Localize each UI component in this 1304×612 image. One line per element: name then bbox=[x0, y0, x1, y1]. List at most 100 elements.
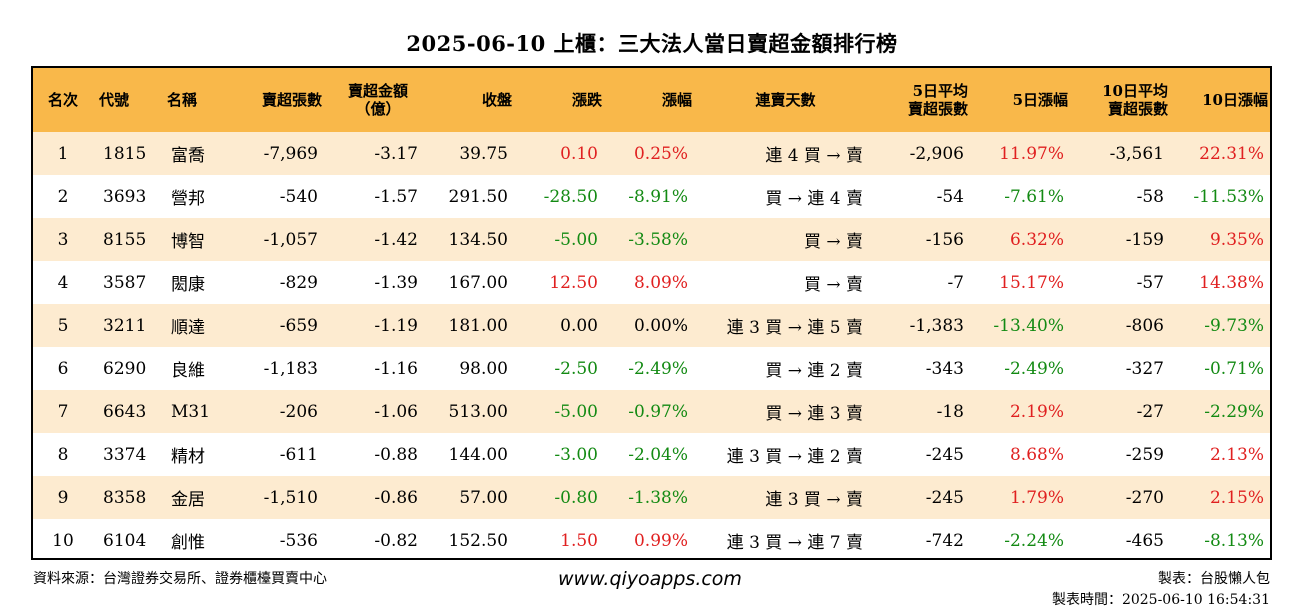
cell-code: 8358 bbox=[103, 487, 147, 508]
cell-change: -2.50 bbox=[554, 358, 598, 379]
cell-close: 291.50 bbox=[448, 186, 508, 207]
table-row: 3 8155 博智 -1,057 -1.42 134.50 -5.00 -3.58% 買 → 賣… bbox=[33, 218, 1270, 261]
cell-name: 博智 bbox=[171, 232, 205, 252]
cell-change: -5.00 bbox=[554, 401, 598, 422]
cell-avg5: -742 bbox=[925, 530, 964, 551]
table-row: 10 6104 創惟 -536 -0.82 152.50 1.50 0.99% 連 3 買 → … bbox=[33, 519, 1270, 558]
cell-pct10: 2.13% bbox=[1209, 444, 1264, 465]
author-label: 製表：台股懶人包 bbox=[1158, 571, 1270, 587]
cell-change-pct: -2.49% bbox=[628, 358, 688, 379]
cell-rank: 4 bbox=[57, 272, 69, 293]
header-avg10-line2: 賣超張數 bbox=[1107, 100, 1168, 118]
cell-name: 精材 bbox=[171, 447, 205, 467]
cell-code: 8155 bbox=[103, 229, 147, 250]
cell-name: 金居 bbox=[171, 490, 205, 510]
cell-pct5: 6.32% bbox=[1009, 229, 1064, 250]
cell-change-pct: 0.00% bbox=[633, 315, 688, 336]
header-sell-amount-line2: （億） bbox=[355, 100, 401, 118]
header-sell-amount: 賣超金額 （億） bbox=[328, 68, 428, 132]
cell-avg10: -159 bbox=[1125, 229, 1164, 250]
data-source: 資料來源：台灣證券交易所、證券櫃檯買賣中心 bbox=[33, 571, 327, 587]
cell-rank: 1 bbox=[57, 143, 69, 164]
cell-change-pct: -1.38% bbox=[628, 487, 688, 508]
cell-sell-lots: -7,969 bbox=[263, 143, 318, 164]
cell-pct10: -9.73% bbox=[1204, 315, 1264, 336]
cell-sell-lots: -1,510 bbox=[263, 487, 318, 508]
header-avg5-line2: 賣超張數 bbox=[907, 100, 968, 118]
cell-close: 144.00 bbox=[448, 444, 508, 465]
cell-code: 6104 bbox=[103, 530, 147, 551]
table-row: 9 8358 金居 -1,510 -0.86 57.00 -0.80 -1.38% 連 3 買 … bbox=[33, 476, 1270, 519]
cell-rank: 8 bbox=[57, 444, 69, 465]
header-avg10-line1: 10日平均 bbox=[1102, 82, 1168, 100]
cell-streak: 買 → 連 4 賣 bbox=[765, 189, 863, 209]
ranking-table: 名次 代號 名稱 賣超張數 賣超金額 （億） 收盤 漲跌 漲幅 連賣天數 5日平… bbox=[33, 68, 1270, 558]
cell-change: -3.00 bbox=[554, 444, 598, 465]
cell-sell-amount: -1.39 bbox=[374, 272, 418, 293]
cell-pct10: 2.15% bbox=[1209, 487, 1264, 508]
cell-close: 57.00 bbox=[459, 487, 508, 508]
cell-rank: 9 bbox=[57, 487, 69, 508]
table-header-row: 名次 代號 名稱 賣超張數 賣超金額 （億） 收盤 漲跌 漲幅 連賣天數 5日平… bbox=[33, 68, 1270, 132]
table-row: 8 3374 精材 -611 -0.88 144.00 -3.00 -2.04% 連 3 買 →… bbox=[33, 433, 1270, 476]
cell-rank: 7 bbox=[57, 401, 69, 422]
header-name: 名稱 bbox=[167, 91, 198, 109]
cell-code: 1815 bbox=[103, 143, 147, 164]
cell-code: 3587 bbox=[103, 272, 147, 293]
cell-close: 167.00 bbox=[448, 272, 508, 293]
cell-avg5: -343 bbox=[925, 358, 964, 379]
table-row: 6 6290 良維 -1,183 -1.16 98.00 -2.50 -2.49% 買 → 連 … bbox=[33, 347, 1270, 390]
cell-change: -28.50 bbox=[543, 186, 598, 207]
cell-pct5: 1.79% bbox=[1009, 487, 1064, 508]
cell-sell-amount: -1.57 bbox=[374, 186, 418, 207]
cell-streak: 連 3 買 → 連 7 賣 bbox=[726, 533, 863, 553]
cell-sell-lots: -536 bbox=[279, 530, 318, 551]
header-change: 漲跌 bbox=[571, 91, 602, 109]
header-pct10: 10日漲幅 bbox=[1202, 91, 1268, 109]
header-pct5: 5日漲幅 bbox=[1012, 91, 1068, 109]
made-time: 製表時間：2025-06-10 16:54:31 bbox=[1051, 592, 1270, 608]
cell-streak: 買 → 連 3 賣 bbox=[765, 404, 863, 424]
cell-name: 營邦 bbox=[171, 189, 205, 209]
cell-sell-amount: -0.88 bbox=[374, 444, 418, 465]
cell-avg5: -18 bbox=[936, 401, 964, 422]
cell-streak: 連 3 買 → 連 5 賣 bbox=[726, 318, 863, 338]
cell-change-pct: -2.04% bbox=[628, 444, 688, 465]
header-sell-lots: 賣超張數 bbox=[261, 91, 322, 109]
cell-name: 閎康 bbox=[171, 275, 205, 295]
cell-close: 152.50 bbox=[448, 530, 508, 551]
cell-name: 良維 bbox=[171, 361, 205, 381]
cell-close: 39.75 bbox=[459, 143, 508, 164]
cell-name: 創惟 bbox=[171, 533, 205, 553]
header-change-pct: 漲幅 bbox=[661, 91, 692, 109]
cell-streak: 買 → 賣 bbox=[803, 275, 863, 295]
cell-avg5: -54 bbox=[936, 186, 964, 207]
cell-change-pct: 8.09% bbox=[633, 272, 688, 293]
cell-change-pct: -3.58% bbox=[628, 229, 688, 250]
cell-avg5: -156 bbox=[925, 229, 964, 250]
header-avg5: 5日平均 賣超張數 bbox=[873, 68, 974, 132]
cell-avg10: -327 bbox=[1125, 358, 1164, 379]
cell-change-pct: 0.25% bbox=[633, 143, 688, 164]
cell-sell-amount: -0.82 bbox=[374, 530, 418, 551]
cell-avg10: -465 bbox=[1125, 530, 1164, 551]
cell-change-pct: 0.99% bbox=[633, 530, 688, 551]
cell-pct5: -2.24% bbox=[1004, 530, 1064, 551]
cell-avg10: -806 bbox=[1125, 315, 1164, 336]
cell-pct10: -11.53% bbox=[1193, 186, 1264, 207]
cell-name: 富喬 bbox=[171, 146, 205, 166]
cell-change: 0.00 bbox=[560, 315, 598, 336]
cell-sell-amount: -1.42 bbox=[374, 229, 418, 250]
cell-avg10: -270 bbox=[1125, 487, 1164, 508]
cell-close: 98.00 bbox=[459, 358, 508, 379]
cell-avg10: -58 bbox=[1136, 186, 1164, 207]
cell-sell-amount: -1.19 bbox=[374, 315, 418, 336]
cell-change: 0.10 bbox=[560, 143, 598, 164]
cell-streak: 買 → 連 2 賣 bbox=[765, 361, 863, 381]
cell-pct10: -8.13% bbox=[1204, 530, 1264, 551]
cell-code: 3693 bbox=[103, 186, 147, 207]
cell-pct10: 14.38% bbox=[1199, 272, 1264, 293]
website-link[interactable]: www.qiyoapps.com bbox=[558, 568, 742, 590]
cell-close: 181.00 bbox=[448, 315, 508, 336]
cell-name: M31 bbox=[171, 401, 211, 422]
